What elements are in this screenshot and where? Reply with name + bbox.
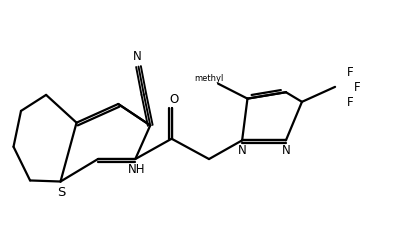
- Text: F: F: [346, 66, 352, 79]
- Text: N: N: [133, 50, 142, 63]
- Text: S: S: [57, 185, 66, 198]
- Text: N: N: [281, 144, 290, 157]
- Text: F: F: [353, 81, 360, 94]
- Text: O: O: [169, 92, 178, 105]
- Text: F: F: [346, 96, 352, 109]
- Text: methyl: methyl: [193, 73, 223, 82]
- Text: NH: NH: [127, 162, 145, 176]
- Text: N: N: [237, 144, 246, 157]
